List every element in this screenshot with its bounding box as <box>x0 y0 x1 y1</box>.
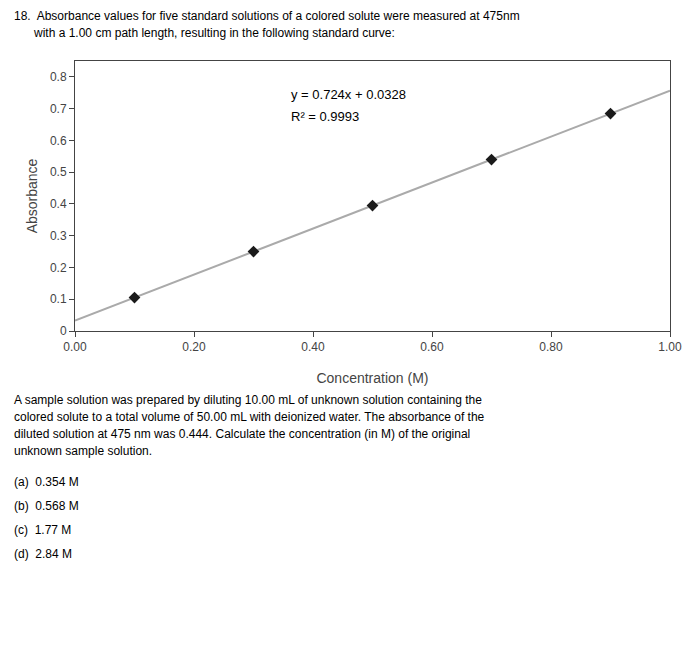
svg-text:0.60: 0.60 <box>420 340 444 354</box>
html-text:unknown sample solution.: unknown sample solution. <box>14 444 153 458</box>
html-text:diluted solution at 475 nm was: diluted solution at 475 nm was 0.444. Ca… <box>14 427 471 441</box>
html-text:(b) 0.568 M: (b) 0.568 M <box>14 499 79 513</box>
svg-text:0.40: 0.40 <box>301 340 325 354</box>
svg-text:0.6: 0.6 <box>50 134 67 148</box>
svg-text:1.00: 1.00 <box>658 340 682 354</box>
svg-text:Absorbance: Absorbance <box>24 158 40 233</box>
html-text:(a) 0.354 M: (a) 0.354 M <box>14 475 79 489</box>
html-text:(d) 2.84 M: (d) 2.84 M <box>14 547 72 561</box>
svg-text:0.5: 0.5 <box>50 165 67 179</box>
svg-text:y = 0.724x + 0.0328: y = 0.724x + 0.0328 <box>291 87 406 102</box>
html-text:18. Absorbance values for five: 18. Absorbance values for five standard … <box>14 9 520 23</box>
svg-text:0.2: 0.2 <box>50 261 67 275</box>
svg-text:0.8: 0.8 <box>50 70 67 84</box>
svg-text:0.00: 0.00 <box>63 340 87 354</box>
svg-text:0.4: 0.4 <box>50 197 67 211</box>
html-text:(c) 1.77 M: (c) 1.77 M <box>14 523 72 537</box>
svg-text:0.7: 0.7 <box>50 102 67 116</box>
html-text:colored solute to a total volu: colored solute to a total volume of 50.0… <box>14 410 485 424</box>
html-text:A sample solution was prepared: A sample solution was prepared by diluti… <box>14 393 482 407</box>
svg-text:R² = 0.9993: R² = 0.9993 <box>291 109 359 124</box>
svg-text:Concentration (M): Concentration (M) <box>316 370 428 386</box>
svg-text:0.20: 0.20 <box>182 340 206 354</box>
html-text:with a 1.00 cm path length, re: with a 1.00 cm path length, resulting in… <box>14 26 395 40</box>
svg-text:0.3: 0.3 <box>50 229 67 243</box>
svg-text:0: 0 <box>60 324 67 338</box>
svg-text:0.80: 0.80 <box>539 340 563 354</box>
svg-text:0.1: 0.1 <box>50 292 67 306</box>
